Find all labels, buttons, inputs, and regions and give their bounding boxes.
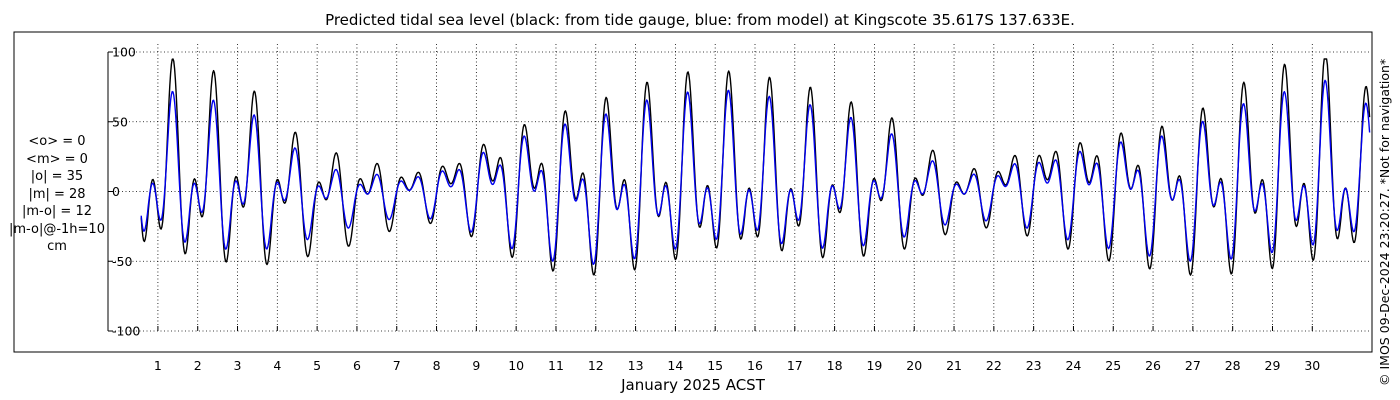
x-tick-label: 22 — [986, 358, 1002, 373]
x-tick-label: 14 — [667, 358, 683, 373]
x-tick-label: 6 — [353, 358, 361, 373]
stat-abs-model: |m| = 28 — [28, 186, 86, 202]
y-tick-label: -100 — [112, 324, 140, 339]
x-tick-label: 15 — [707, 358, 723, 373]
x-tick-label: 1 — [154, 358, 162, 373]
chart-title: Predicted tidal sea level (black: from t… — [325, 11, 1075, 29]
x-tick-label: 8 — [433, 358, 441, 373]
x-tick-label: 17 — [787, 358, 803, 373]
x-tick-label: 3 — [234, 358, 242, 373]
x-tick-label: 4 — [273, 358, 281, 373]
stat-abs-diff-lag: |m-o|@-1h=10 — [9, 221, 105, 237]
x-tick-label: 21 — [946, 358, 962, 373]
stat-unit: cm — [47, 239, 67, 254]
x-tick-label: 16 — [747, 358, 763, 373]
y-tick-label: 100 — [112, 45, 136, 60]
stat-mean-obs: <o> = 0 — [28, 134, 86, 149]
x-tick-label: 25 — [1105, 358, 1121, 373]
x-tick-label: 7 — [393, 358, 401, 373]
stat-abs-obs: |o| = 35 — [30, 169, 84, 184]
x-tick-label: 20 — [906, 358, 922, 373]
x-tick-label: 13 — [628, 358, 644, 373]
y-tick-label: -50 — [112, 254, 132, 269]
x-tick-label: 2 — [194, 358, 202, 373]
y-tick-label: 0 — [112, 184, 120, 199]
x-axis-label: January 2025 ACST — [621, 376, 765, 394]
gauge-series-line — [140, 58, 1371, 276]
stat-mean-model: <m> = 0 — [26, 151, 88, 167]
x-tick-label: 26 — [1145, 358, 1161, 373]
outer-frame — [13, 31, 1373, 353]
x-tick-label: 19 — [866, 358, 882, 373]
x-tick-label: 29 — [1265, 358, 1281, 373]
x-tick-label: 10 — [508, 358, 524, 373]
statistics-panel: <o> = 0 <m> = 0 |o| = 35 |m| = 28 |m-o| … — [4, 133, 110, 256]
x-tick-label: 30 — [1304, 358, 1320, 373]
x-tick-label: 28 — [1225, 358, 1241, 373]
x-tick-label: 23 — [1026, 358, 1042, 373]
x-tick-label: 24 — [1065, 358, 1081, 373]
model-series-line — [140, 79, 1371, 265]
x-tick-label: 27 — [1185, 358, 1201, 373]
series-layer — [140, 58, 1371, 276]
y-tick-label: 50 — [112, 114, 128, 129]
x-tick-label: 12 — [588, 358, 604, 373]
x-tick-label: 11 — [548, 358, 564, 373]
x-tick-label: 18 — [827, 358, 843, 373]
x-tick-label: 9 — [472, 358, 480, 373]
x-tick-label: 5 — [313, 358, 321, 373]
stat-abs-diff: |m-o| = 12 — [21, 204, 92, 219]
